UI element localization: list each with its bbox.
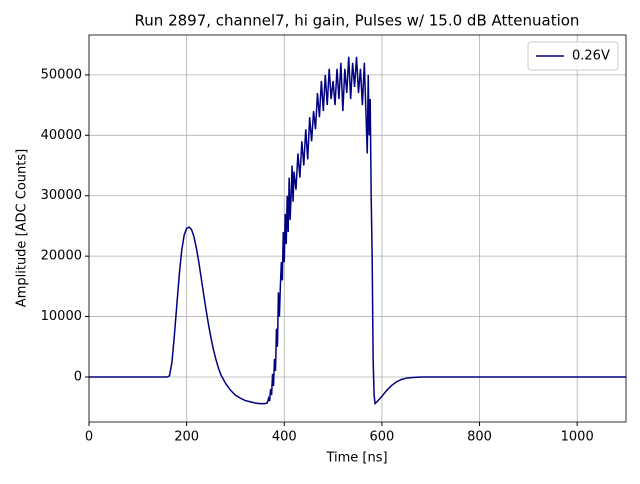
- legend-label: 0.26V: [572, 49, 610, 64]
- y-tick-label: 20000: [41, 249, 82, 264]
- y-tick-label: 50000: [41, 67, 82, 82]
- x-tick-label: 600: [369, 430, 394, 445]
- y-tick-label: 30000: [41, 188, 82, 203]
- legend: 0.26V: [527, 41, 619, 71]
- x-tick-label: 200: [174, 430, 199, 445]
- plot-frame: [88, 34, 627, 423]
- data-line: [89, 56, 626, 406]
- y-tick-label: 40000: [41, 128, 82, 143]
- x-tick-label: 800: [467, 430, 492, 445]
- y-axis-label: Amplitude [ADC Counts]: [15, 149, 30, 307]
- legend-box: [527, 41, 619, 71]
- x-tick-label: 400: [272, 430, 297, 445]
- x-tick-label: 1000: [561, 430, 594, 445]
- y-tick-label: 10000: [41, 309, 82, 324]
- x-tick-label: 0: [85, 430, 93, 445]
- y-tick-label: 0: [74, 369, 82, 384]
- x-axis-label: Time [ns]: [325, 451, 387, 466]
- chart-title: Run 2897, channel7, hi gain, Pulses w/ 1…: [135, 12, 580, 30]
